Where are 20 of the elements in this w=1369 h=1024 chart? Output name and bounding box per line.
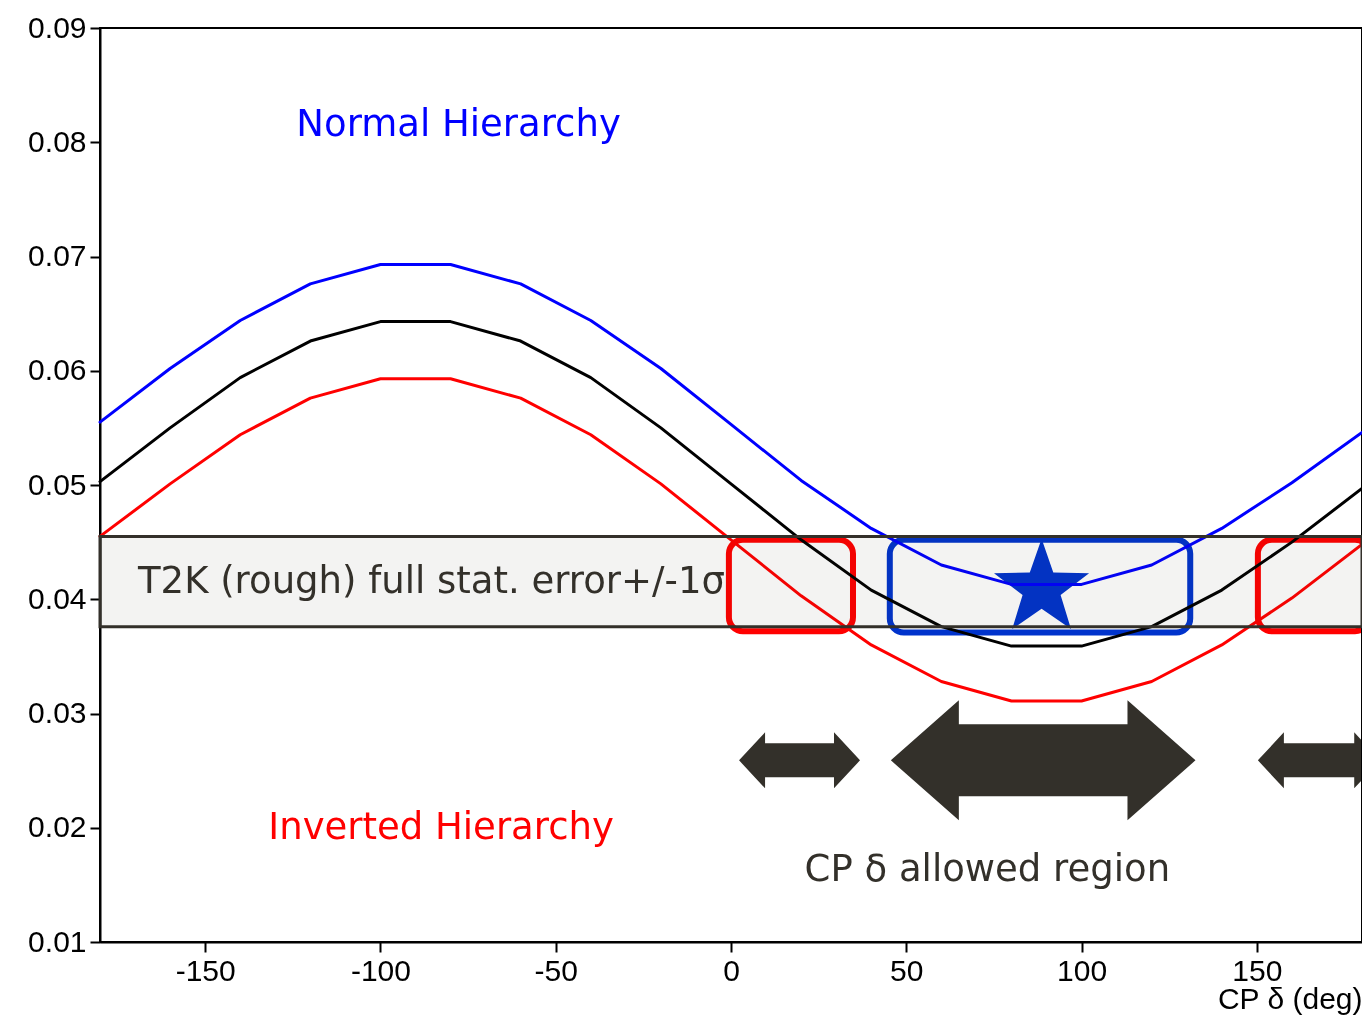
line-series — [98, 377, 1362, 703]
x-tick-label: -100 — [350, 953, 411, 987]
text: Inverted Hierarchy — [268, 804, 614, 848]
annotation: CP δ allowed region — [804, 847, 1171, 891]
y-tick-label: 0.07 — [28, 239, 87, 272]
text: Normal Hierarchy — [296, 102, 621, 146]
band-label: T2K (rough) full stat. error+/-1σ — [137, 558, 725, 602]
y-tick-label: 0.02 — [28, 810, 87, 844]
y-tick-label: 0.05 — [28, 467, 87, 501]
x-tick-label: 0 — [723, 953, 740, 987]
x-tick-label: 50 — [890, 953, 924, 987]
y-tick-label: 0.03 — [28, 696, 87, 729]
y-tick-label: 0.09 — [28, 10, 87, 44]
x-tick-label: 100 — [1057, 953, 1108, 987]
y-tick-label: 0.04 — [28, 581, 87, 615]
y-tick-label: 0.06 — [28, 353, 87, 387]
x-tick-label: -150 — [175, 953, 236, 987]
x-tick-label: -50 — [534, 953, 578, 987]
y-tick-label: 0.08 — [28, 124, 87, 158]
y-tick-label: 0.01 — [28, 924, 87, 958]
